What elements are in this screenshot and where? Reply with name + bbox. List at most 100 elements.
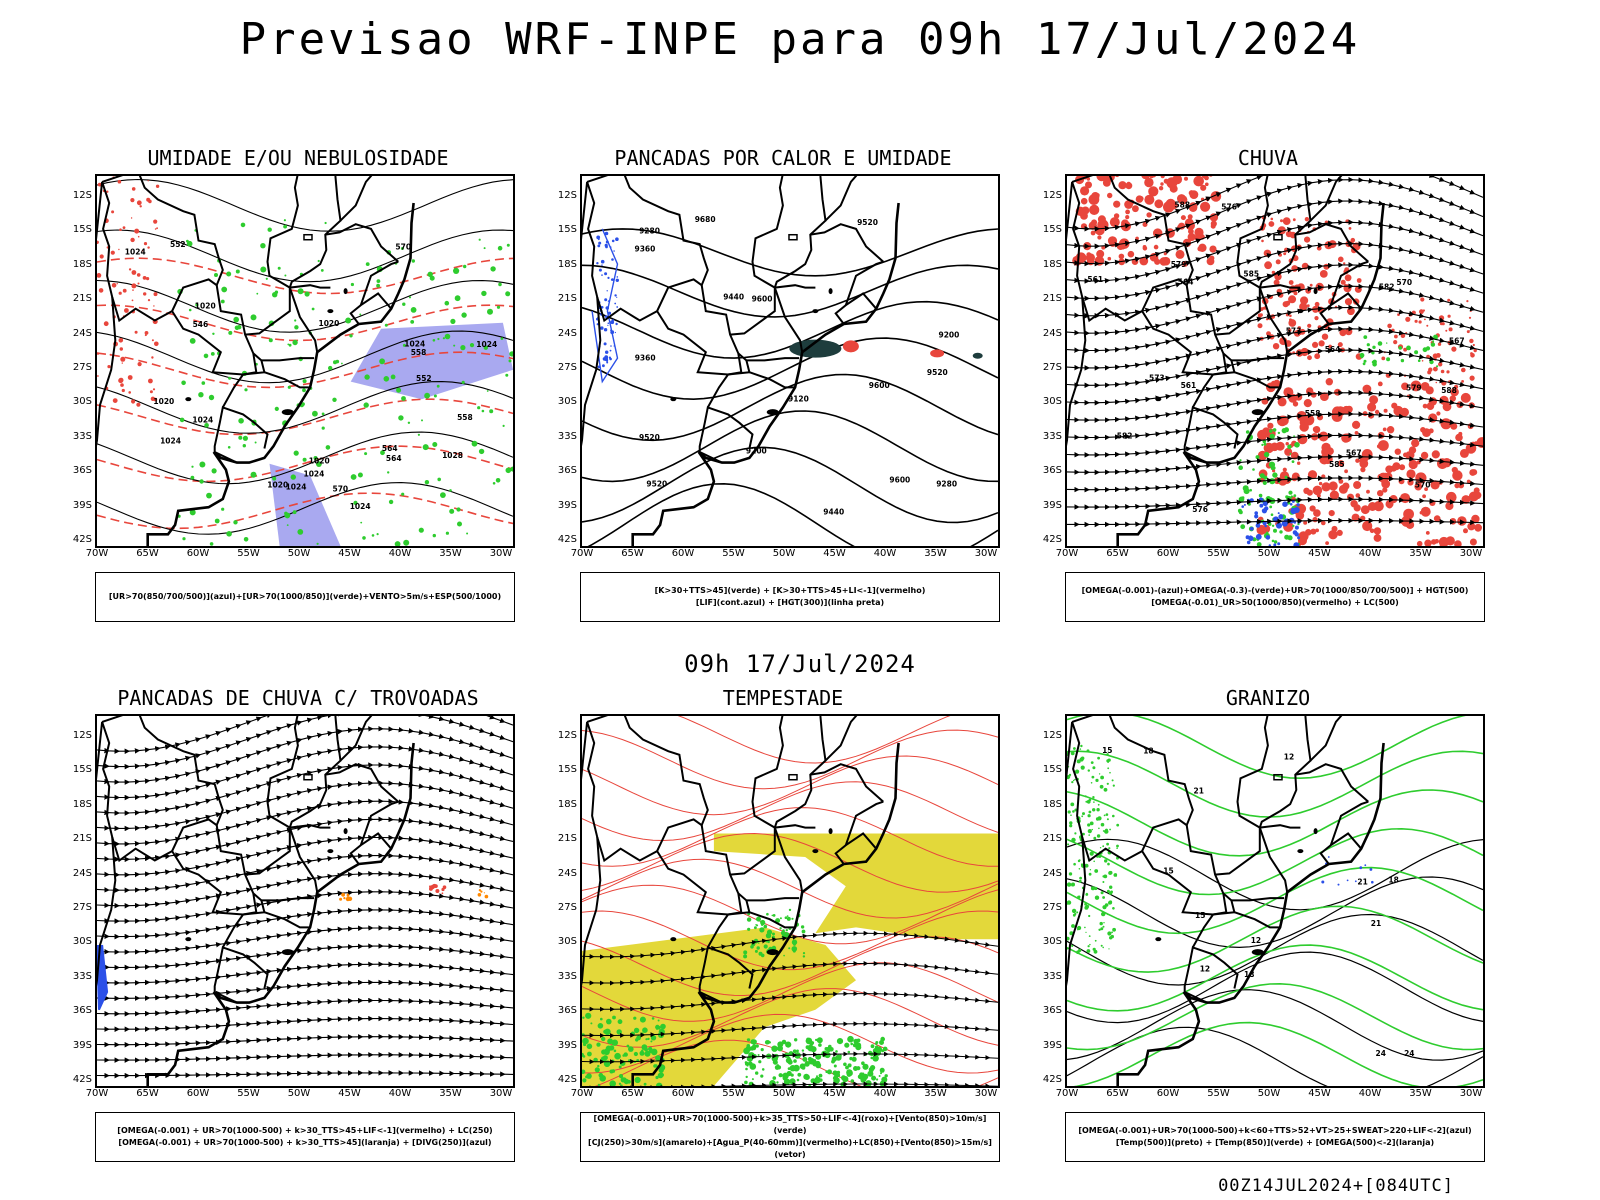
legend-line: [OMEGA(-0.001)-(azul)+OMEGA(-0.3)-(verde…: [1081, 586, 1469, 595]
svg-text:9280: 9280: [936, 480, 957, 489]
panel-legend: [OMEGA(-0.001)+UR>70(1000-500)+k<60+TTS>…: [1065, 1112, 1485, 1162]
panel-legend: [OMEGA(-0.001) + UR>70(1000-500) + k>30_…: [95, 1112, 515, 1162]
svg-text:15: 15: [1102, 746, 1112, 755]
longitude-axis: 70W 65W 60W 55W 50W 45W 40W 35W 30W: [1056, 1088, 1485, 1102]
panel-chuva: CHUVA 12S 15S 18S 21S 24S 27S 30S 33S 36S 39S 42S 58…: [1038, 146, 1538, 626]
svg-text:585: 585: [1329, 460, 1345, 469]
lat-tick-label: 36S: [1042, 1005, 1062, 1017]
latitude-axis: 12S 15S 18S 21S 24S 27S 30S 33S 36S 39S 42S: [553, 714, 579, 1088]
panel-granizo: GRANIZO 12S 15S 18S 21S 24S 27S 30S 33S 36S 39S 42S…: [1038, 686, 1538, 1166]
svg-text:570: 570: [1396, 278, 1412, 287]
lat-tick-label: 33S: [72, 430, 92, 442]
legend-line: [OMEGA(-0.001)+UR>70(1000-500)+k<60+TTS>…: [1078, 1126, 1472, 1135]
longitude-axis: 70W 65W 60W 55W 50W 45W 40W 35W 30W: [571, 548, 1000, 562]
svg-text:9440: 9440: [823, 508, 844, 517]
legend-line: [OMEGA(-0.01)_UR>50(1000/850)(vermelho) …: [1151, 598, 1399, 607]
lon-tick-label: 55W: [237, 548, 260, 559]
panel-legend: [UR>70(850/700/500)](azul)+[UR>70(1000/8…: [95, 572, 515, 622]
lon-tick-label: 40W: [1358, 1088, 1382, 1099]
lon-tick-label: 70W: [85, 1088, 109, 1099]
panel-pancadas-trovoadas: PANCADAS DE CHUVA C/ TROVOADAS 12S 15S 18S 2…: [68, 686, 568, 1166]
svg-text:564: 564: [382, 444, 398, 453]
longitude-axis: 70W 65W 60W 55W 50W 45W 40W 35W 30W: [86, 548, 515, 562]
svg-text:18: 18: [1388, 876, 1398, 885]
main-title: Previsao WRF-INPE para 09h 17/Jul/2024: [239, 14, 1361, 65]
svg-text:579: 579: [1171, 260, 1187, 269]
latitude-axis: 12S 15S 18S 21S 24S 27S 30S 33S 36S 39S 42S: [553, 174, 579, 548]
svg-text:9200: 9200: [939, 331, 960, 340]
svg-text:588: 588: [1441, 386, 1457, 395]
lon-tick-label: 70W: [1055, 1088, 1079, 1099]
svg-text:9520: 9520: [639, 433, 660, 442]
svg-text:9600: 9600: [889, 476, 910, 485]
svg-text:9120: 9120: [788, 395, 809, 404]
latitude-axis: 12S 15S 18S 21S 24S 27S 30S 33S 36S 39S 42S: [68, 174, 94, 548]
lon-tick-label: 60W: [1156, 1088, 1180, 1099]
lon-tick-label: 45W: [1308, 1088, 1331, 1099]
lat-tick-label: 18S: [557, 258, 577, 270]
svg-text:588: 588: [1174, 201, 1190, 210]
lon-tick-label: 30W: [489, 548, 513, 559]
svg-text:1020: 1020: [195, 301, 216, 310]
lat-tick-label: 15S: [72, 224, 92, 236]
lat-tick-label: 33S: [557, 430, 577, 442]
lon-tick-label: 65W: [621, 1088, 644, 1099]
lat-tick-label: 24S: [1042, 867, 1062, 879]
svg-text:9440: 9440: [723, 293, 744, 302]
lon-tick-label: 55W: [1207, 548, 1230, 559]
lon-tick-label: 70W: [570, 1088, 594, 1099]
svg-text:570: 570: [333, 485, 349, 494]
model-run-label: 00Z14JUL2024+[084UTC]: [1218, 1176, 1454, 1196]
lat-tick-label: 12S: [72, 190, 92, 201]
lat-tick-label: 30S: [1042, 396, 1062, 408]
lat-tick-label: 30S: [557, 936, 577, 948]
legend-line: [Temp(500)](preto) + [Temp(850)](verde) …: [1115, 1138, 1435, 1147]
map-canvas: [582, 716, 998, 1086]
panel-title: UMIDADE E/OU NEBULOSIDADE: [147, 146, 449, 170]
lat-tick-label: 30S: [72, 396, 92, 408]
lat-tick-label: 30S: [72, 936, 92, 948]
lat-tick-label: 42S: [1042, 1074, 1062, 1085]
svg-text:1024: 1024: [476, 340, 497, 349]
lat-tick-label: 12S: [557, 190, 577, 201]
lat-tick-label: 12S: [1042, 730, 1062, 741]
lon-tick-label: 30W: [1459, 548, 1483, 559]
lat-tick-label: 18S: [72, 798, 92, 810]
svg-text:21: 21: [1194, 787, 1204, 796]
lat-tick-label: 36S: [557, 465, 577, 477]
svg-text:9360: 9360: [635, 353, 656, 362]
lat-tick-label: 33S: [1042, 970, 1062, 982]
lat-tick-label: 21S: [1042, 833, 1062, 845]
lat-tick-label: 27S: [72, 362, 92, 373]
svg-text:15: 15: [1195, 911, 1205, 920]
lat-tick-label: 30S: [1042, 936, 1062, 948]
svg-text:546: 546: [193, 320, 209, 329]
weather-map: [580, 714, 1000, 1088]
lon-tick-label: 60W: [671, 548, 695, 559]
lon-tick-label: 30W: [974, 548, 998, 559]
lon-tick-label: 50W: [287, 1088, 311, 1099]
panel-pancadas-calor: PANCADAS POR CALOR E UMIDADE 12S 15S 18S 21S…: [553, 146, 1053, 626]
svg-text:1020: 1020: [267, 480, 288, 489]
lon-tick-label: 35W: [924, 548, 947, 559]
lon-tick-label: 40W: [1358, 548, 1382, 559]
panel-title: CHUVA: [1237, 146, 1299, 170]
lon-tick-label: 70W: [570, 548, 594, 559]
lon-tick-label: 50W: [1257, 1088, 1281, 1099]
svg-text:558: 558: [457, 413, 473, 422]
svg-text:12: 12: [1284, 752, 1294, 761]
latitude-axis: 12S 15S 18S 21S 24S 27S 30S 33S 36S 39S 42S: [1038, 714, 1064, 1088]
map-canvas: 1020102010201024102410241024102010241020…: [97, 176, 513, 546]
lon-tick-label: 40W: [388, 1088, 412, 1099]
svg-text:24: 24: [1376, 1049, 1386, 1058]
lon-tick-label: 35W: [1409, 548, 1432, 559]
lon-tick-label: 50W: [772, 548, 796, 559]
legend-line: [K>30+TTS>45](verde) + [K>30+TTS>45+LI<-…: [654, 586, 926, 595]
svg-text:1024: 1024: [304, 470, 325, 479]
panel-title: PANCADAS DE CHUVA C/ TROVOADAS: [117, 686, 479, 710]
lon-tick-label: 60W: [186, 548, 210, 559]
lat-tick-label: 27S: [72, 902, 92, 913]
lat-tick-label: 39S: [72, 499, 92, 511]
lon-tick-label: 30W: [489, 1088, 513, 1099]
